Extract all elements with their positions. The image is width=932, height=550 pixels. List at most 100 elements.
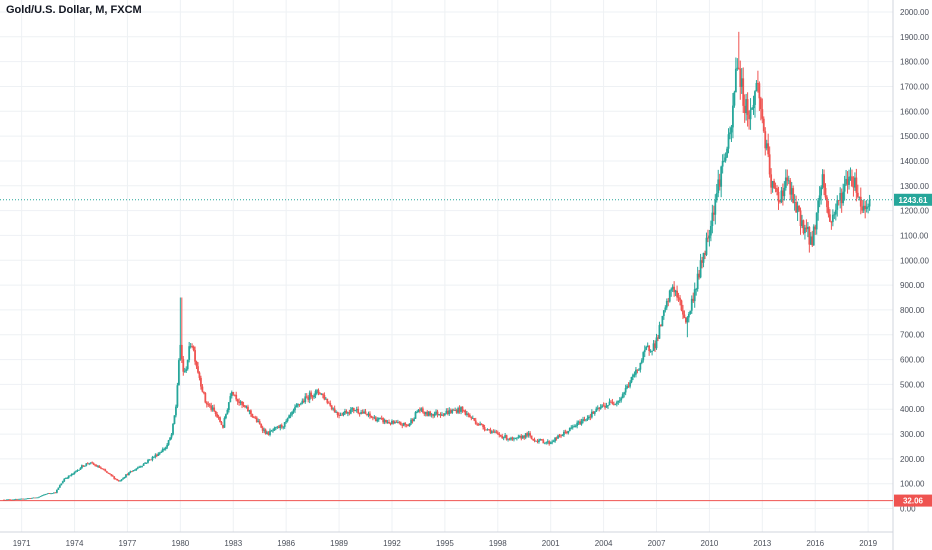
candle-body[interactable] xyxy=(527,433,530,436)
candle-body[interactable] xyxy=(868,199,871,207)
candle-body[interactable] xyxy=(454,410,457,411)
candle-body[interactable] xyxy=(129,471,132,473)
candle-body[interactable] xyxy=(369,413,371,417)
candle-body[interactable] xyxy=(8,499,11,501)
candle-body[interactable] xyxy=(79,468,82,470)
candle-body[interactable] xyxy=(105,471,108,473)
candle-body[interactable] xyxy=(493,431,496,433)
candle-body[interactable] xyxy=(629,382,631,387)
candle-body[interactable] xyxy=(91,462,94,464)
candle-body[interactable] xyxy=(142,463,145,466)
candle-body[interactable] xyxy=(457,408,460,413)
candle-body[interactable] xyxy=(473,418,476,421)
candle-body[interactable] xyxy=(421,408,424,413)
candle-body[interactable] xyxy=(63,478,66,482)
candle-body[interactable] xyxy=(145,462,148,464)
candle-body[interactable] xyxy=(612,403,615,405)
candle-body[interactable] xyxy=(551,441,554,443)
candle-body[interactable] xyxy=(388,422,390,424)
candle-body[interactable] xyxy=(658,325,661,339)
candle-body[interactable] xyxy=(213,407,216,411)
candle-body[interactable] xyxy=(238,401,241,403)
candle-body[interactable] xyxy=(311,396,314,398)
candle-body[interactable] xyxy=(765,143,768,149)
candle-body[interactable] xyxy=(269,430,271,435)
candle-body[interactable] xyxy=(502,437,505,439)
candle-body[interactable] xyxy=(640,360,643,363)
candle-body[interactable] xyxy=(304,396,307,402)
candle-body[interactable] xyxy=(332,408,335,410)
candle-body[interactable] xyxy=(14,499,17,500)
candle-body[interactable] xyxy=(557,435,559,439)
candle-body[interactable] xyxy=(757,83,759,84)
candle-body[interactable] xyxy=(373,417,376,419)
candle-body[interactable] xyxy=(673,286,676,293)
candle-body[interactable] xyxy=(122,478,124,480)
candle-body[interactable] xyxy=(173,415,176,424)
candle-body[interactable] xyxy=(504,435,507,438)
candle-body[interactable] xyxy=(793,202,796,203)
candle-body[interactable] xyxy=(806,226,809,230)
candle-body[interactable] xyxy=(784,177,787,188)
candle-body[interactable] xyxy=(461,406,464,411)
candle-body[interactable] xyxy=(655,337,658,349)
candle-body[interactable] xyxy=(546,441,549,443)
candle-body[interactable] xyxy=(100,467,102,469)
candle-body[interactable] xyxy=(635,369,637,375)
candle-body[interactable] xyxy=(16,499,19,500)
candle-body[interactable] xyxy=(545,442,548,444)
candle-body[interactable] xyxy=(75,470,77,472)
candle-body[interactable] xyxy=(592,411,595,414)
candle-body[interactable] xyxy=(35,497,38,499)
candle-body[interactable] xyxy=(382,418,385,423)
candle-body[interactable] xyxy=(837,200,840,202)
candle-body[interactable] xyxy=(768,154,771,175)
candle-body[interactable] xyxy=(113,476,116,479)
candle-body[interactable] xyxy=(845,178,847,185)
candle-body[interactable] xyxy=(6,499,8,501)
candle-body[interactable] xyxy=(398,422,401,423)
candle-body[interactable] xyxy=(376,419,379,422)
candle-body[interactable] xyxy=(554,437,557,442)
candle-body[interactable] xyxy=(261,427,264,431)
candle-body[interactable] xyxy=(455,410,458,413)
candle-body[interactable] xyxy=(241,401,243,405)
candle-body[interactable] xyxy=(344,411,346,413)
candle-body[interactable] xyxy=(561,435,564,437)
candle-body[interactable] xyxy=(322,393,324,396)
candle-body[interactable] xyxy=(621,394,624,399)
candle-body[interactable] xyxy=(239,401,242,403)
candle-body[interactable] xyxy=(195,361,198,367)
candle-body[interactable] xyxy=(39,496,42,497)
candle-body[interactable] xyxy=(829,214,831,222)
candle-body[interactable] xyxy=(796,205,799,213)
candle-body[interactable] xyxy=(202,391,205,393)
candle-body[interactable] xyxy=(862,205,865,211)
candle-body[interactable] xyxy=(683,314,686,318)
candle-body[interactable] xyxy=(489,429,492,433)
candle-body[interactable] xyxy=(255,417,258,422)
candle-body[interactable] xyxy=(20,498,23,500)
candle-body[interactable] xyxy=(247,406,249,412)
candle-body[interactable] xyxy=(448,410,451,414)
candle-body[interactable] xyxy=(64,478,67,479)
candle-body[interactable] xyxy=(676,290,678,298)
candle-body[interactable] xyxy=(695,289,698,290)
candle-body[interactable] xyxy=(298,404,301,405)
candle-body[interactable] xyxy=(599,407,602,409)
candle-body[interactable] xyxy=(395,422,398,423)
candle-body[interactable] xyxy=(513,438,515,440)
candle-body[interactable] xyxy=(485,429,487,431)
candle-body[interactable] xyxy=(538,440,540,442)
candle-body[interactable] xyxy=(623,392,626,395)
candle-body[interactable] xyxy=(370,416,373,418)
candle-body[interactable] xyxy=(649,350,652,352)
candle-body[interactable] xyxy=(466,413,468,415)
candle-body[interactable] xyxy=(147,459,149,463)
candle-body[interactable] xyxy=(175,406,177,416)
candle-body[interactable] xyxy=(842,191,845,204)
candle-body[interactable] xyxy=(267,432,270,435)
candle-body[interactable] xyxy=(826,197,828,208)
candle-body[interactable] xyxy=(130,471,133,473)
